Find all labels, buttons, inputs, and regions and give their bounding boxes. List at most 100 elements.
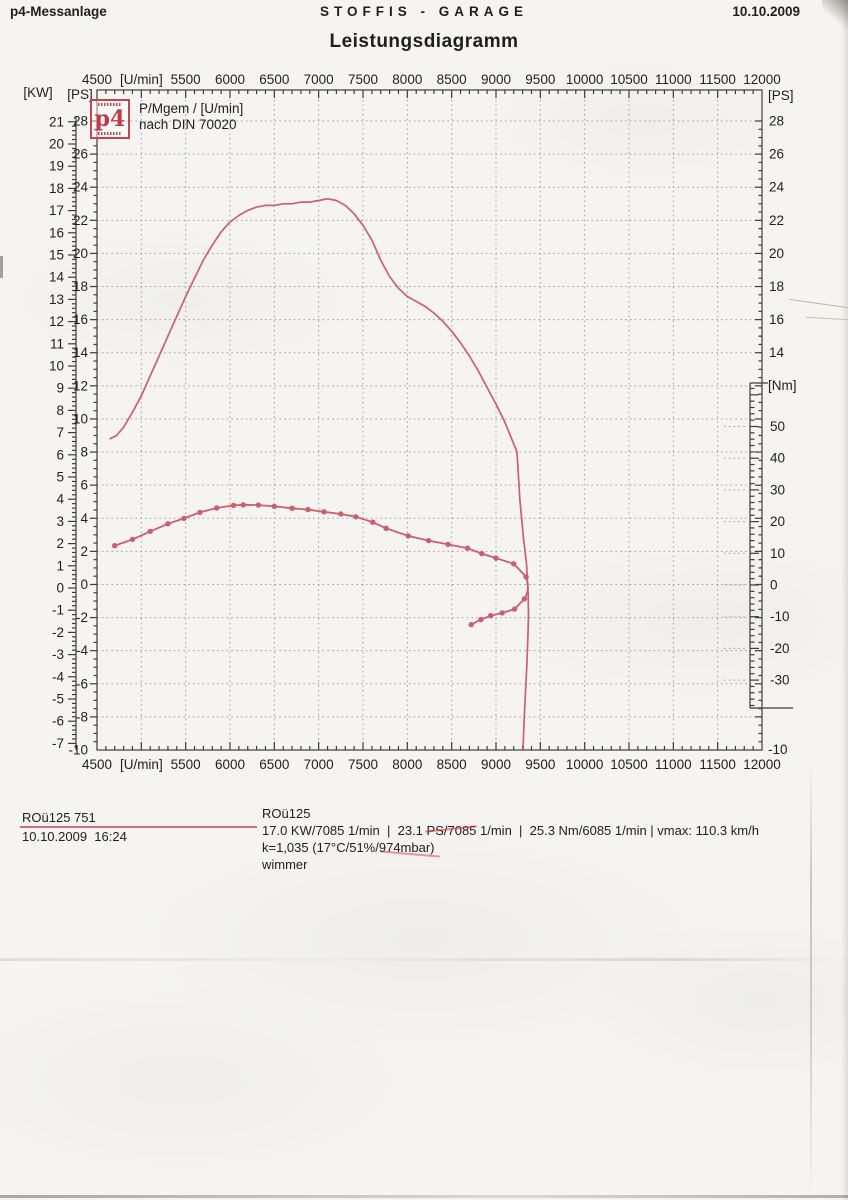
torque-data-point xyxy=(147,528,153,535)
svg-text:8000: 8000 xyxy=(392,757,422,772)
svg-text:24: 24 xyxy=(769,180,785,195)
svg-text:20: 20 xyxy=(73,246,88,261)
torque-data-point xyxy=(214,505,220,511)
svg-text:-2: -2 xyxy=(76,610,88,625)
svg-text:12000: 12000 xyxy=(743,72,781,87)
series-key-line xyxy=(20,826,257,828)
svg-text:4500: 4500 xyxy=(82,72,112,87)
svg-text:14: 14 xyxy=(49,270,65,285)
axis-tick-labels: 45004500[U/min][U/min]550055006000600065… xyxy=(23,72,796,772)
svg-text:9500: 9500 xyxy=(525,757,555,772)
svg-text:7500: 7500 xyxy=(348,757,378,772)
torque-data-point xyxy=(255,502,262,508)
svg-text:8: 8 xyxy=(56,403,64,418)
svg-text:11500: 11500 xyxy=(699,757,736,772)
svg-text:0: 0 xyxy=(770,578,778,593)
vehicle-name: ROü125 xyxy=(262,806,311,821)
svg-text:8000: 8000 xyxy=(392,72,422,87)
svg-text:10: 10 xyxy=(770,546,785,561)
torque-data-point xyxy=(479,550,485,557)
run-datetime: 10.10.2009 16:24 xyxy=(22,829,127,844)
svg-text:20: 20 xyxy=(769,246,784,261)
svg-text:[PS]: [PS] xyxy=(768,88,794,103)
p4-logo: p4 xyxy=(90,99,130,139)
svg-text:6500: 6500 xyxy=(259,72,289,87)
svg-text:-10: -10 xyxy=(770,609,790,624)
legend-series-label: P/Mgem / [U/min] xyxy=(139,101,244,116)
svg-text:10: 10 xyxy=(73,411,88,426)
svg-text:50: 50 xyxy=(770,419,785,434)
svg-text:6000: 6000 xyxy=(215,72,245,87)
svg-text:-5: -5 xyxy=(52,692,64,707)
svg-text:[U/min]: [U/min] xyxy=(120,757,163,772)
torque-data-point xyxy=(197,509,203,516)
torque-data-point xyxy=(499,610,505,616)
svg-text:5: 5 xyxy=(56,470,64,485)
torque-data-point xyxy=(468,621,474,628)
svg-text:11000: 11000 xyxy=(655,757,692,772)
svg-text:40: 40 xyxy=(770,451,785,466)
torque-data-point xyxy=(271,503,277,510)
torque-data-point xyxy=(478,616,484,623)
dyno-curves xyxy=(109,197,530,751)
svg-text:7: 7 xyxy=(56,425,64,440)
svg-text:-4: -4 xyxy=(76,643,88,658)
svg-text:16: 16 xyxy=(73,312,88,327)
svg-text:9000: 9000 xyxy=(481,757,511,772)
torque-data-point xyxy=(493,555,499,561)
svg-text:12: 12 xyxy=(73,378,88,393)
torque-data-point xyxy=(383,525,389,531)
svg-text:18: 18 xyxy=(73,279,88,294)
svg-text:8500: 8500 xyxy=(437,72,467,87)
svg-text:11: 11 xyxy=(50,336,64,351)
torque-data-point xyxy=(289,505,295,511)
svg-text:9: 9 xyxy=(56,381,64,396)
svg-text:8500: 8500 xyxy=(437,757,467,772)
svg-text:9500: 9500 xyxy=(525,72,555,87)
svg-text:4: 4 xyxy=(56,492,64,507)
svg-text:1: 1 xyxy=(56,558,64,573)
svg-text:[KW]: [KW] xyxy=(23,85,52,100)
svg-text:10500: 10500 xyxy=(610,757,648,772)
torque-data-point xyxy=(511,561,517,567)
svg-text:15: 15 xyxy=(49,248,64,263)
torque-data-point xyxy=(488,613,494,619)
svg-text:11000: 11000 xyxy=(655,72,692,87)
scan-edge-mark xyxy=(0,256,3,278)
svg-text:-30: -30 xyxy=(770,673,790,688)
torque-data-point xyxy=(240,502,246,508)
results-line: 17.0 KW/7085 1/min | 23.1 PS/7085 1/min … xyxy=(262,823,759,838)
print-date: 10.10.2009 xyxy=(732,4,800,19)
torque-data-point xyxy=(521,596,528,602)
svg-text:11500: 11500 xyxy=(699,72,736,87)
svg-text:26: 26 xyxy=(769,147,784,162)
torque-data-point xyxy=(370,519,376,525)
torque-curve xyxy=(113,503,527,578)
svg-text:4: 4 xyxy=(80,511,88,526)
svg-text:4500: 4500 xyxy=(82,757,112,772)
svg-text:10500: 10500 xyxy=(610,72,648,87)
svg-text:24: 24 xyxy=(73,180,89,195)
torque-data-point xyxy=(353,514,359,520)
svg-text:9000: 9000 xyxy=(481,72,511,87)
paper-crease-horizontal xyxy=(0,958,848,961)
scan-corner-shadow xyxy=(822,0,848,36)
p4-logo-text: p4 xyxy=(94,106,126,132)
svg-text:6500: 6500 xyxy=(259,757,289,772)
svg-text:-6: -6 xyxy=(52,714,64,729)
svg-text:-20: -20 xyxy=(770,641,790,656)
torque-data-point xyxy=(321,509,327,515)
svg-text:[Nm]: [Nm] xyxy=(768,378,797,393)
svg-text:2: 2 xyxy=(56,536,64,551)
torque-data-point xyxy=(230,502,237,509)
svg-text:-10: -10 xyxy=(768,742,788,757)
svg-text:-8: -8 xyxy=(76,709,88,724)
paper-crease-vertical xyxy=(810,760,812,1200)
logo-squiggle-bottom xyxy=(98,132,122,135)
svg-text:5500: 5500 xyxy=(171,757,201,772)
torque-data-point xyxy=(405,533,411,539)
svg-text:-1: -1 xyxy=(52,603,64,618)
svg-text:17: 17 xyxy=(49,203,64,218)
svg-text:28: 28 xyxy=(73,114,88,129)
